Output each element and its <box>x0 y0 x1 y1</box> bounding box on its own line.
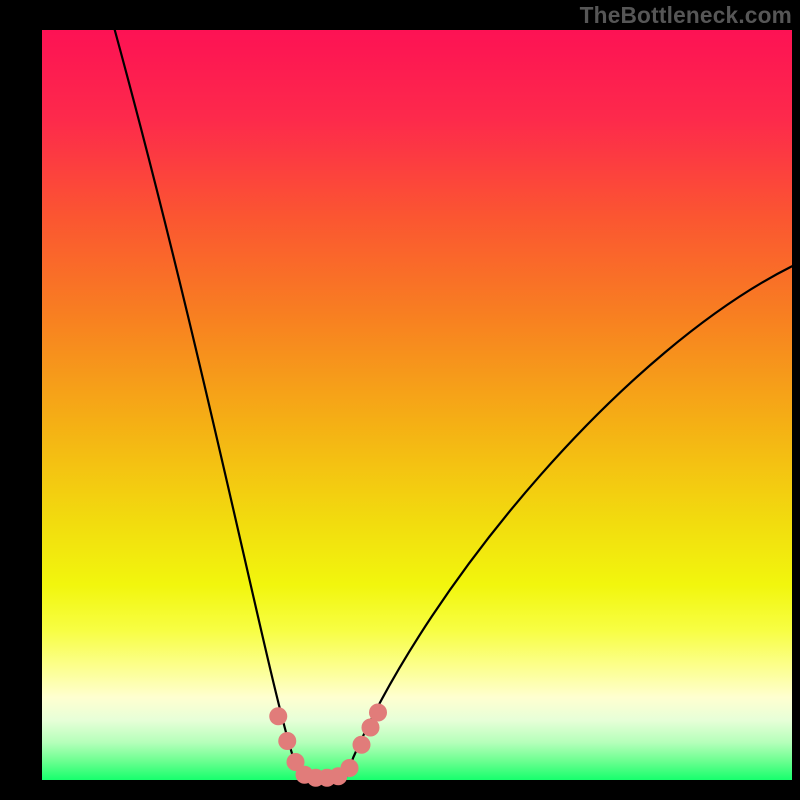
marker-point <box>353 736 371 754</box>
chart-container: TheBottleneck.com <box>0 0 800 800</box>
marker-point <box>269 707 287 725</box>
plot-area <box>42 30 792 780</box>
marker-point <box>341 759 359 777</box>
marker-point <box>369 704 387 722</box>
bottleneck-curve-chart <box>0 0 800 800</box>
marker-point <box>278 732 296 750</box>
